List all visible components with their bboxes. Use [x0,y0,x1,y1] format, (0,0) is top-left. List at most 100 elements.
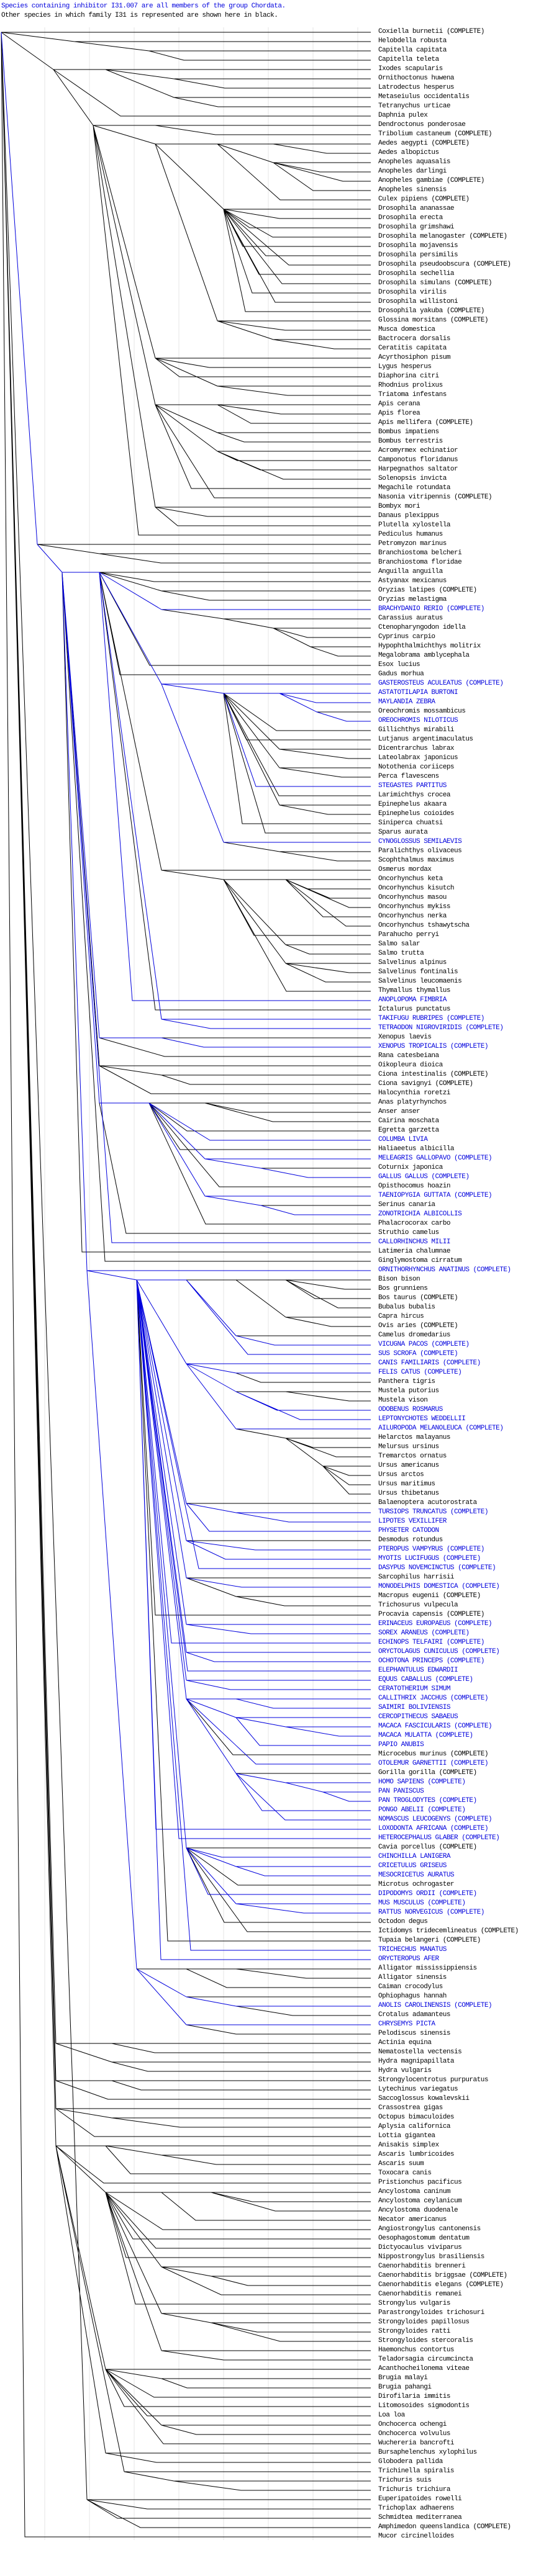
species-label: Ursus maritimus [378,1480,435,1488]
species-label: COLUMBA LIVIA [378,1136,428,1143]
species-label: OREOCHROMIS NILOTICUS [378,717,458,724]
species-label: Euperipatoides rowelli [378,2495,462,2503]
species-label: TURSIOPS TRUNCATUS (COMPLETE) [378,1508,488,1516]
species-label: Drosophila virilis [378,289,447,296]
species-label: HETEROCEPHALUS GLABER (COMPLETE) [378,1834,500,1842]
species-label: Solenopsis invicta [378,475,447,482]
species-label: Salvelinus alpinus [378,959,447,966]
species-label: Melursus ursinus [378,1443,439,1451]
species-label: Latimeria chalumnae [378,1248,450,1255]
species-label: Drosophila sechellia [378,270,455,277]
species-label: Cairina moschata [378,1117,439,1125]
species-label: Caenorhabditis briggsae (COMPLETE) [378,2272,507,2279]
species-label: Saccoglossus kowalevskii [378,2095,470,2102]
species-label: MACACA MULATTA (COMPLETE) [378,1732,473,1739]
species-label: Megalobrama amblycephala [378,652,470,659]
species-label: Brugia pahangi [378,2384,432,2391]
species-label: PTEROPUS VAMPYRUS (COMPLETE) [378,1546,484,1553]
species-label: Capitella capitata [378,47,447,54]
species-label: Ovis aries (COMPLETE) [378,1322,458,1330]
species-label: Panthera tigris [378,1378,435,1385]
species-label: DASYPUS NOVEMCINCTUS (COMPLETE) [378,1564,496,1572]
species-label: Lygus hesperus [378,363,432,371]
species-label: Ciona intestinalis (COMPLETE) [378,1071,488,1078]
species-label: Ancylostoma duodenale [378,2207,458,2214]
species-label: Trichuris trichiura [378,2486,450,2493]
species-label: Aplysia californica [378,2123,450,2130]
species-label: ELEPHANTULUS EDWARDII [378,1667,458,1674]
species-label: Epinephelus akaara [378,801,447,808]
species-label: Schmidtea mediterranea [378,2514,462,2521]
species-label: Dictyocaulus viviparus [378,2244,462,2251]
species-label: Aedes albopictus [378,149,439,156]
species-label: Mustela vison [378,1397,428,1404]
species-label: Nasonia vitripennis (COMPLETE) [378,493,493,501]
species-label: Strongyloides papillosus [378,2318,470,2326]
species-label: Ursus thibetanus [378,1490,439,1497]
species-label: Lutjanus argentimaculatus [378,736,473,743]
species-label: Drosophila erecta [378,214,443,222]
species-label: Ctenopharyngodon idella [378,624,466,631]
species-label: Tremarctos ornatus [378,1452,447,1460]
species-label: TAKIFUGU RUBRIPES (COMPLETE) [378,1015,484,1022]
species-label: Notothenia coriiceps [378,763,455,771]
species-label: Siniperca chuatsi [378,819,443,827]
species-label: Anopheles sinensis [378,186,447,194]
species-label: Acanthocheilonema viteae [378,2365,470,2372]
species-label: LEPTONYCHOTES WEDDELLII [378,1415,466,1423]
species-label: Harpegnathos saltator [378,466,458,473]
species-label: PONGO ABELII (COMPLETE) [378,1806,466,1814]
species-label: Alligator sinensis [378,1974,447,1981]
species-label: Ursus americanus [378,1462,439,1469]
species-label: Loa loa [378,2412,405,2419]
species-label: PAPIO ANUBIS [378,1741,424,1749]
species-label: Cyprinus carpio [378,633,435,641]
species-label: Bos taurus (COMPLETE) [378,1294,458,1302]
species-label: Triatoma infestans [378,391,447,399]
species-label: Ictidomys tridecemlineatus (COMPLETE) [378,1927,519,1935]
species-label: Trichinella spiralis [378,2467,455,2475]
species-label: Musca domestica [378,326,435,333]
species-label: Paralichthys olivaceus [378,847,462,855]
species-label: Drosophila simulans (COMPLETE) [378,279,493,287]
species-label: Sparus aurata [378,829,428,836]
species-label: MUS MUSCULUS (COMPLETE) [378,1899,466,1907]
species-label: Lottia gigantea [378,2132,435,2140]
species-label: TAENIOPYGIA GUTTATA (COMPLETE) [378,1192,493,1199]
species-label: Coturnix japonica [378,1164,443,1171]
species-label: Strongyloides ratti [378,2328,450,2335]
species-label: Bison bison [378,1276,420,1283]
species-label: Globodera pallida [378,2458,443,2466]
species-label: Ancylostoma caninum [378,2188,450,2195]
species-label: Teladorsagia circumcincta [378,2356,473,2363]
species-label: Caenorhabditis elegans (COMPLETE) [378,2281,504,2289]
species-label: ANOPLOPOMA FIMBRIA [378,996,447,1004]
species-label: Lateolabrax japonicus [378,754,458,762]
species-label: Carassius auratus [378,615,443,622]
species-label: Helobdella robusta [378,37,447,45]
species-label: Ictalurus punctatus [378,1006,450,1013]
species-label: CYNOGLOSSUS SEMILAEVIS [378,838,462,845]
species-label: DIPODOMYS ORDII (COMPLETE) [378,1890,477,1898]
species-label: CERATOTHERIUM SIMUM [378,1685,450,1693]
species-label: CRICETULUS GRISEUS [378,1862,447,1870]
species-label: Gadus morhua [378,670,424,678]
species-label: Larimichthys crocea [378,791,450,799]
species-label: Oncorhynchus masou [378,894,447,901]
species-label: Dendroctonus ponderosae [378,121,466,128]
species-label: NOMASCUS LEUCOGENYS (COMPLETE) [378,1816,493,1823]
species-label: MESOCRICETUS AURATUS [378,1871,455,1879]
species-label: LOXODONTA AFRICANA (COMPLETE) [378,1825,488,1832]
species-label: Camelus dromedarius [378,1331,450,1339]
species-label: Ancylostoma ceylanicum [378,2197,462,2205]
species-label: Plutella xylostella [378,521,450,529]
species-label: Hypophthalmichthys molitrix [378,642,481,650]
species-label: Mustela putorius [378,1387,439,1395]
caption-line-2: Other species in which family I31 is rep… [1,12,278,19]
species-label: Oesophagostomum dentatum [378,2235,470,2242]
species-label: Drosophila ananassae [378,205,455,212]
caption-line-1: Species containing inhibitor I31.007 are… [1,2,286,10]
species-label: Parastrongyloides trichosuri [378,2309,484,2317]
